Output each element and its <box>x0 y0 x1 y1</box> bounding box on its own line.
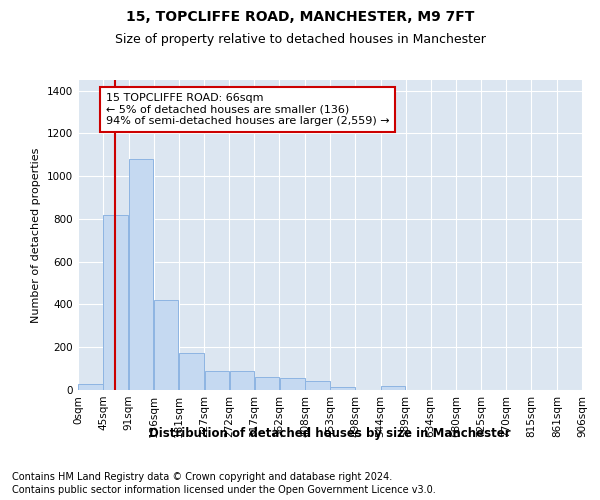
Text: Distribution of detached houses by size in Manchester: Distribution of detached houses by size … <box>149 428 511 440</box>
Text: Contains public sector information licensed under the Open Government Licence v3: Contains public sector information licen… <box>12 485 436 495</box>
Bar <box>381 386 406 390</box>
Bar <box>205 371 229 390</box>
Bar <box>330 387 355 390</box>
Bar <box>154 300 178 390</box>
Bar <box>305 382 330 390</box>
Y-axis label: Number of detached properties: Number of detached properties <box>31 148 41 322</box>
Text: 15 TOPCLIFFE ROAD: 66sqm
← 5% of detached houses are smaller (136)
94% of semi-d: 15 TOPCLIFFE ROAD: 66sqm ← 5% of detache… <box>106 93 389 126</box>
Text: Size of property relative to detached houses in Manchester: Size of property relative to detached ho… <box>115 32 485 46</box>
Text: Contains HM Land Registry data © Crown copyright and database right 2024.: Contains HM Land Registry data © Crown c… <box>12 472 392 482</box>
Bar <box>78 384 103 390</box>
Bar <box>129 159 154 390</box>
Bar <box>103 214 128 390</box>
Bar <box>254 377 279 390</box>
Bar <box>179 352 204 390</box>
Text: 15, TOPCLIFFE ROAD, MANCHESTER, M9 7FT: 15, TOPCLIFFE ROAD, MANCHESTER, M9 7FT <box>126 10 474 24</box>
Bar <box>280 378 305 390</box>
Bar <box>230 371 254 390</box>
